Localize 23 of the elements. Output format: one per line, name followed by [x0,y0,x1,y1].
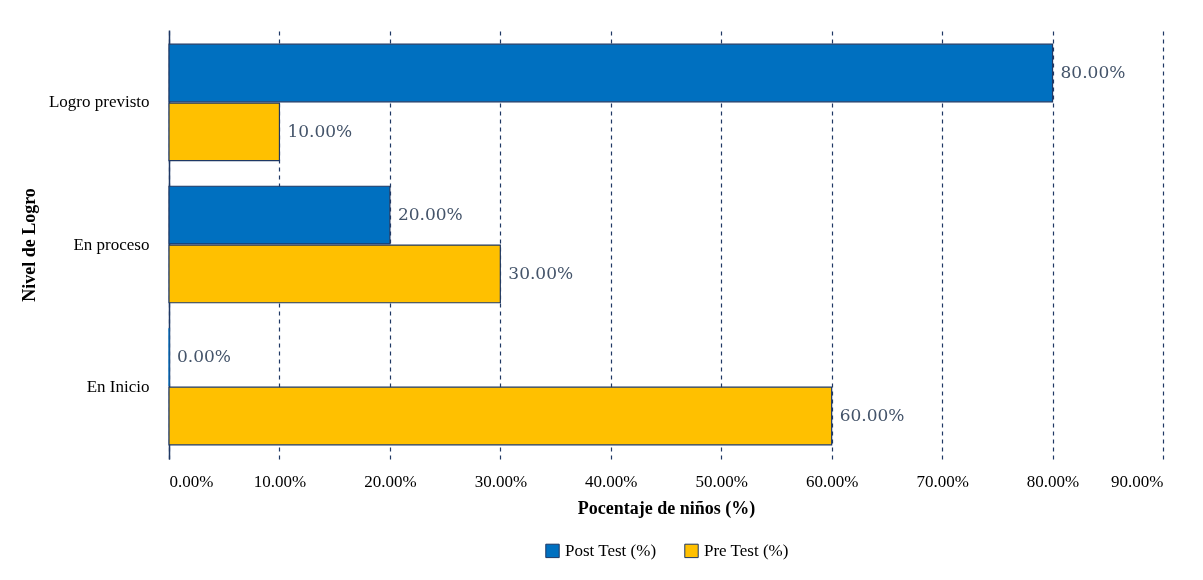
x-tick-label: 80.00% [1026,471,1080,491]
y-tick-label: En Inicio [86,376,150,396]
x-tick-label: 50.00% [695,471,748,491]
y-tick-label: Logro previsto [48,92,150,112]
x-tick-label: 70.00% [916,471,969,491]
x-tick-label: 10.00% [253,471,307,491]
legend-label: Pre Test (%) [704,540,789,560]
x-tick-label: 90.00% [1111,471,1164,491]
x-tick-label: 40.00% [585,471,638,491]
x-tick-label: 20.00% [364,471,417,491]
x-tick-label: 30.00% [474,471,528,491]
x-axis-title: Pocentaje de niños (%) [577,497,756,519]
data-label: 20.00% [397,204,463,225]
data-label: 10.00% [287,120,353,141]
x-tick-label: 60.00% [805,471,859,491]
data-label: 30.00% [508,262,574,283]
data-label: 80.00% [1060,62,1126,83]
x-tick-label: 0.00% [169,471,214,491]
data-label: 60.00% [839,404,905,425]
data-label: 0.00% [177,346,232,367]
legend-label: Post Test (%) [565,540,657,560]
y-tick-label: En proceso [73,234,150,254]
y-axis-title: Nivel de Logro [18,188,39,302]
